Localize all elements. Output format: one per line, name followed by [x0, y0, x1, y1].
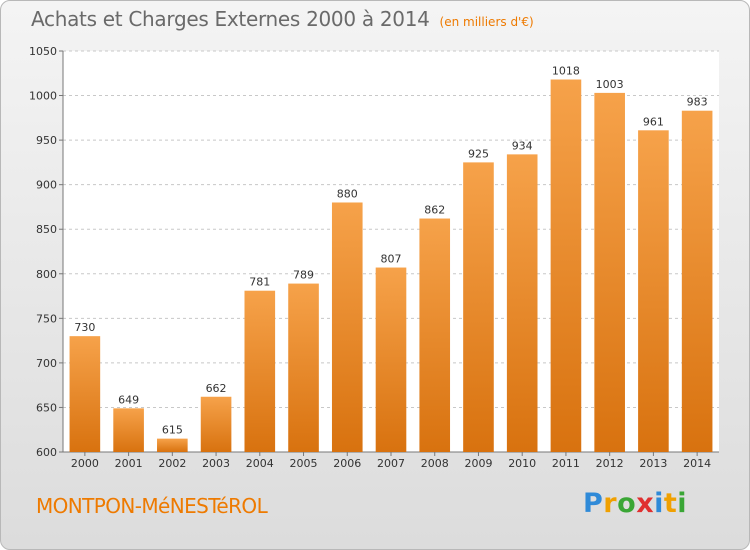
bar [200, 396, 232, 452]
logo-letter: x [636, 488, 655, 519]
x-tick-label: 2002 [158, 457, 186, 470]
x-tick-label: 2000 [71, 457, 99, 470]
bar [550, 79, 582, 452]
bar [157, 438, 188, 452]
x-tick-label: 2007 [377, 457, 405, 470]
bar [463, 162, 494, 452]
bar [331, 202, 363, 452]
data-label: 1018 [552, 65, 580, 78]
logo-letter: o [617, 488, 637, 519]
y-tick-label: 750 [36, 312, 57, 325]
y-tick-label: 850 [36, 223, 57, 236]
data-label: 934 [512, 139, 533, 152]
logo-letter: r [603, 488, 618, 519]
x-tick-label: 2009 [464, 457, 492, 470]
bar [419, 218, 451, 452]
logo-letter: i [654, 488, 664, 519]
proxiti-logo[interactable]: Proxiti [583, 488, 687, 519]
bar [638, 130, 669, 452]
x-tick-label: 2003 [202, 457, 230, 470]
x-tick-label: 2011 [552, 457, 580, 470]
data-label: 662 [206, 382, 227, 395]
title-text: Achats et Charges Externes 2000 à 2014 [31, 7, 430, 31]
y-tick-label: 700 [36, 357, 57, 370]
x-tick-label: 2008 [421, 457, 449, 470]
logo-letter: P [583, 488, 604, 519]
logo-letter: i [677, 488, 688, 519]
data-label: 615 [162, 424, 183, 437]
x-tick-label: 2012 [596, 457, 624, 470]
x-tick-label: 2010 [508, 457, 536, 470]
commune-name: MONTPON-MéNESTéROL [36, 494, 268, 518]
data-label: 1003 [596, 78, 624, 91]
data-label: 862 [424, 204, 445, 217]
x-tick-label: 2005 [290, 457, 318, 470]
bar [69, 336, 101, 452]
bar [288, 283, 319, 452]
data-label: 730 [74, 321, 95, 334]
chart-title: Achats et Charges Externes 2000 à 2014 (e… [31, 7, 534, 31]
chart-subtitle: (en milliers d'€) [439, 15, 534, 29]
x-tick-label: 2004 [246, 457, 274, 470]
x-tick-label: 2014 [683, 457, 711, 470]
data-label: 789 [293, 269, 314, 282]
y-tick-label: 1000 [29, 90, 57, 103]
data-label: 781 [249, 276, 270, 289]
data-label: 983 [687, 96, 708, 109]
y-tick-label: 800 [36, 268, 57, 281]
bar [244, 290, 276, 452]
data-label: 807 [381, 253, 402, 266]
data-label: 961 [643, 115, 664, 128]
bar [594, 92, 625, 452]
y-tick-label: 650 [36, 401, 57, 414]
y-tick-label: 1050 [29, 45, 57, 58]
x-tick-label: 2013 [639, 457, 667, 470]
bar [375, 267, 407, 452]
logo-letter: t [663, 488, 678, 519]
x-tick-label: 2001 [115, 457, 143, 470]
bar [113, 408, 144, 452]
data-label: 880 [337, 187, 358, 200]
bar [681, 110, 713, 453]
data-label: 649 [118, 393, 139, 406]
y-tick-label: 900 [36, 179, 57, 192]
x-tick-label: 2006 [333, 457, 361, 470]
y-tick-label: 600 [36, 446, 57, 459]
bar [506, 154, 538, 452]
data-label: 925 [468, 147, 489, 160]
y-tick-label: 950 [36, 134, 57, 147]
